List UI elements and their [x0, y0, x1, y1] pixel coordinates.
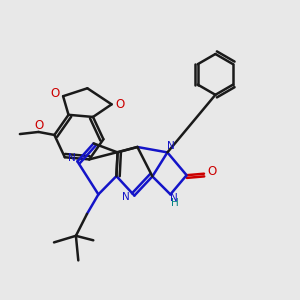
Text: O: O	[50, 87, 60, 100]
Text: H: H	[171, 198, 179, 208]
Text: O: O	[115, 98, 124, 111]
Text: N: N	[122, 191, 130, 202]
Text: N: N	[68, 153, 76, 164]
Text: O: O	[34, 119, 44, 132]
Text: N: N	[167, 141, 174, 151]
Text: O: O	[208, 165, 217, 178]
Text: N: N	[170, 193, 178, 203]
